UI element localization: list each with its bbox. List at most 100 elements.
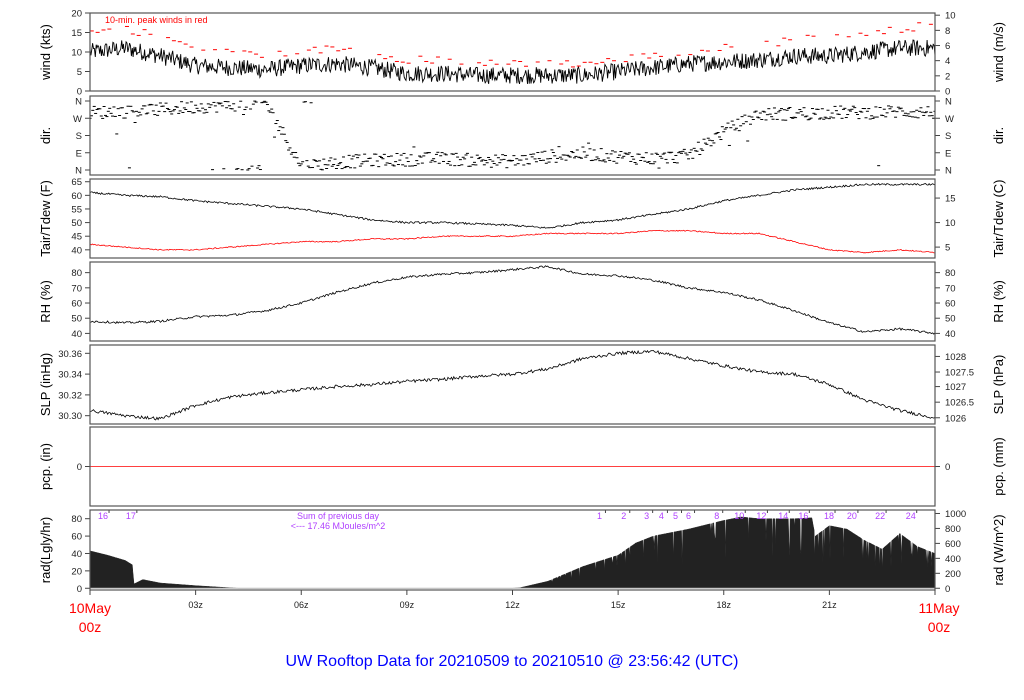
- y-tick-label-right: 1027.5: [945, 368, 974, 379]
- panel-temp: 40 45 50 55 60 65 5 10 15 Tair/Tdew (F) Tair/Tdew …: [38, 177, 1006, 259]
- y-tick-label: 0: [77, 87, 82, 98]
- y-axis-label: RH (%): [38, 280, 53, 323]
- plot-area: [90, 22, 935, 85]
- y-tick-label: 60: [71, 532, 82, 543]
- y-tick-label: S: [76, 131, 82, 142]
- y-axis-label: rad(Lgly/hr): [38, 517, 53, 583]
- chart-title: UW Rooftop Data for 20210509 to 20210510…: [286, 653, 739, 670]
- x-tick-label: 06z: [294, 600, 309, 610]
- y-tick-label: W: [73, 114, 82, 125]
- y-tick-label-right: 200: [945, 569, 961, 580]
- panel-frame: [89, 426, 936, 507]
- radiation-area: [90, 516, 935, 589]
- x-tick-label: 18z: [716, 600, 731, 610]
- panel-frame: [89, 12, 936, 92]
- panel-rh: 40 50 60 70 80 40 50 60 70 80 RH (%) RH (%): [38, 261, 1006, 342]
- radiation-hour-mark: 2: [621, 511, 626, 521]
- x-tick-label: 21z: [822, 600, 837, 610]
- y-tick-label-right: 1026: [945, 413, 966, 424]
- y-tick-label: N: [75, 97, 82, 108]
- radiation-hour-mark: 3: [644, 511, 649, 521]
- x-tick-label: 09z: [400, 600, 415, 610]
- start-date-label: 10May: [69, 600, 111, 616]
- y-tick-label: 30.34: [58, 370, 82, 381]
- radiation-hour-mark: 22: [875, 511, 885, 521]
- y-tick-label-right: 0: [945, 87, 950, 98]
- y-axis-label-right: wind (m/s): [991, 22, 1006, 83]
- y-tick-label: 30.30: [58, 411, 82, 422]
- y-tick-label: 50: [71, 314, 82, 325]
- y-tick-label: 40: [71, 329, 82, 340]
- wind-series-line: [90, 39, 935, 85]
- radiation-hour-mark: 10: [734, 511, 744, 521]
- radiation-hour-mark: 6: [686, 511, 691, 521]
- y-tick-label-right: 1000: [945, 509, 966, 520]
- y-tick-label: 60: [71, 191, 82, 202]
- radiation-hour-mark: 1: [597, 511, 602, 521]
- radiation-hour-mark: 17: [126, 511, 136, 521]
- panel-frame: [89, 95, 936, 176]
- start-date-label: 00z: [79, 619, 102, 635]
- slp-series-line: [90, 349, 935, 421]
- radiation-sum-note: Sum of previous day: [297, 511, 380, 521]
- radiation-hour-mark: 14: [778, 511, 788, 521]
- y-axis-label-right: dir.: [991, 127, 1006, 144]
- y-tick-label-right: 0: [945, 462, 950, 473]
- radiation-sum-note: <--- 17.46 MJoules/m^2: [291, 521, 386, 531]
- y-tick-label-right: 70: [945, 283, 956, 294]
- y-tick-label: 5: [77, 67, 82, 78]
- y-axis-label-right: rad (W/m^2): [991, 514, 1006, 585]
- y-tick-label-right: 5: [945, 243, 950, 254]
- panel-wind: 0 5 10 15 20 0 2 4 6 8 10 wind (kts) wind (m/s) 10-mi…: [38, 9, 1006, 98]
- panel-frame: [89, 344, 936, 425]
- x-tick-label: 15z: [611, 600, 626, 610]
- y-tick-label: 80: [71, 268, 82, 279]
- y-tick-label: 65: [71, 177, 82, 188]
- y-tick-label-right: 15: [945, 194, 956, 205]
- peak-wind-note: 10-min. peak winds in red: [105, 15, 208, 25]
- panel-slp: 30.30 30.32 30.34 30.36 1026 1026.5 1027 1027.5…: [38, 344, 1006, 425]
- y-tick-label-right: 80: [945, 268, 956, 279]
- rh-series-line: [90, 265, 935, 335]
- y-tick-label: 15: [71, 28, 82, 39]
- y-tick-label-right: 50: [945, 314, 956, 325]
- y-tick-label-right: N: [945, 97, 952, 108]
- y-axis-label: SLP (inHg): [38, 353, 53, 416]
- y-tick-label-right: 1028: [945, 352, 966, 363]
- y-tick-label-right: 8: [945, 26, 950, 37]
- y-tick-label-right: 60: [945, 299, 956, 310]
- panel-frame: [89, 261, 936, 342]
- y-tick-label: 0: [77, 462, 82, 473]
- y-axis-label-right: SLP (hPa): [991, 355, 1006, 415]
- y-tick-label: N: [75, 166, 82, 177]
- y-tick-label-right: W: [945, 114, 954, 125]
- radiation-hour-mark: 18: [824, 511, 834, 521]
- y-tick-label-right: N: [945, 166, 952, 177]
- y-tick-label: 80: [71, 514, 82, 525]
- Tair-series-line: [90, 182, 935, 229]
- y-tick-label-right: 1027: [945, 382, 966, 393]
- Tdew-series-line: [90, 229, 935, 254]
- y-axis-label: pcp. (in): [38, 443, 53, 490]
- y-axis-label-right: pcp. (mm): [991, 437, 1006, 496]
- y-tick-label: 10: [71, 48, 82, 59]
- radiation-hour-mark: 12: [756, 511, 766, 521]
- y-tick-label-right: E: [945, 148, 951, 159]
- radiation-hour-mark: 8: [714, 511, 719, 521]
- y-tick-label: 30.36: [58, 349, 82, 360]
- x-tick-label: 12z: [505, 600, 520, 610]
- y-tick-label-right: 10: [945, 11, 956, 22]
- plot-area: [90, 349, 935, 421]
- y-tick-label: 60: [71, 299, 82, 310]
- y-tick-label: E: [76, 148, 82, 159]
- y-tick-label-right: 600: [945, 539, 961, 550]
- radiation-hour-mark: 4: [659, 511, 664, 521]
- radiation-hour-mark: 20: [847, 511, 857, 521]
- radiation-hour-mark: 16: [798, 511, 808, 521]
- panel-frame: [89, 178, 936, 259]
- y-axis-label-right: Tair/Tdew (C): [991, 179, 1006, 257]
- y-axis-label-right: RH (%): [991, 280, 1006, 323]
